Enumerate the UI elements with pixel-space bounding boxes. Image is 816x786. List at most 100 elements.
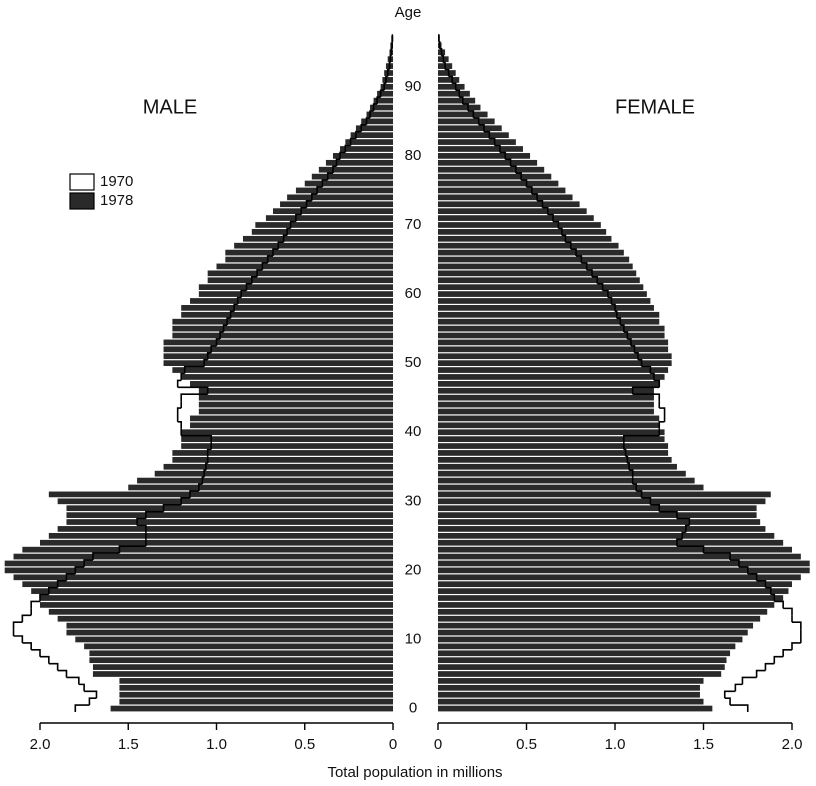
bar-1978 bbox=[172, 367, 393, 373]
outline-1970 bbox=[773, 655, 784, 664]
outline-1970 bbox=[615, 310, 618, 319]
outline-1970 bbox=[78, 683, 85, 692]
outline-1970 bbox=[561, 234, 567, 243]
bar-1978 bbox=[438, 118, 495, 125]
bar-1978 bbox=[438, 539, 784, 546]
outline-1970 bbox=[48, 662, 59, 671]
outline-1970 bbox=[455, 89, 461, 98]
outline-1970 bbox=[494, 144, 501, 153]
bar-1978 bbox=[438, 263, 633, 270]
outline-1970 bbox=[206, 448, 212, 457]
bar-1978 bbox=[438, 332, 665, 339]
outline-1970 bbox=[547, 213, 554, 222]
outline-1970 bbox=[176, 379, 182, 388]
outline-1970 bbox=[21, 614, 32, 623]
bar-1978 bbox=[287, 194, 393, 201]
bar-1978 bbox=[40, 595, 393, 601]
bar-1978 bbox=[75, 636, 394, 643]
bar-1978 bbox=[438, 305, 654, 311]
outline-1970 bbox=[452, 82, 457, 91]
outline-1970 bbox=[484, 130, 491, 139]
bar-1978 bbox=[438, 125, 502, 132]
bar-1978 bbox=[340, 146, 393, 152]
bar-1978 bbox=[438, 443, 669, 449]
bar-1978 bbox=[438, 139, 516, 145]
outline-1970 bbox=[570, 248, 577, 257]
outline-1970 bbox=[634, 351, 639, 360]
bar-1978 bbox=[438, 215, 594, 221]
bar-1978 bbox=[438, 201, 580, 208]
outline-1970 bbox=[542, 206, 549, 215]
outline-1970 bbox=[272, 248, 279, 257]
bar-1978 bbox=[198, 291, 393, 297]
outline-1970 bbox=[443, 61, 446, 70]
outline-1970 bbox=[625, 455, 629, 464]
outline-1970 bbox=[723, 690, 736, 699]
outline-1970 bbox=[537, 199, 544, 208]
bar-1978 bbox=[438, 532, 775, 539]
y-tick-label: 10 bbox=[405, 630, 422, 647]
bar-1978 bbox=[48, 532, 393, 539]
bar-1978 bbox=[89, 657, 394, 664]
bar-1978 bbox=[438, 512, 757, 518]
outline-1970 bbox=[57, 669, 68, 678]
bar-1978 bbox=[384, 70, 393, 76]
bar-1978 bbox=[438, 97, 476, 104]
bar-1978 bbox=[438, 463, 677, 470]
outline-1970 bbox=[118, 545, 146, 554]
bar-1978 bbox=[438, 208, 587, 215]
bar-1978 bbox=[181, 429, 393, 436]
bar-1978 bbox=[438, 671, 722, 677]
outline-1970 bbox=[499, 151, 507, 160]
bar-1978 bbox=[84, 643, 393, 650]
bar-1978 bbox=[242, 235, 393, 242]
bar-1978 bbox=[438, 615, 761, 622]
y-tick-label: 80 bbox=[405, 147, 422, 164]
outline-1970 bbox=[22, 642, 32, 650]
outline-1970 bbox=[65, 573, 76, 581]
y-tick-label: 30 bbox=[405, 492, 422, 509]
outline-1970 bbox=[659, 510, 678, 519]
outline-1970 bbox=[641, 365, 652, 374]
bar-1978 bbox=[438, 498, 766, 505]
outline-1970 bbox=[553, 220, 560, 229]
bar-1978 bbox=[48, 608, 393, 615]
outline-1970 bbox=[145, 510, 164, 519]
bar-1978 bbox=[438, 588, 789, 594]
outline-1970 bbox=[385, 75, 388, 84]
bar-1978 bbox=[181, 436, 393, 442]
bar-1978 bbox=[66, 505, 393, 512]
outline-1970 bbox=[56, 579, 67, 588]
outline-1970 bbox=[462, 103, 469, 111]
outline-1970 bbox=[638, 358, 643, 367]
bar-1978 bbox=[438, 450, 669, 456]
bar-1978 bbox=[438, 325, 665, 332]
bar-1978 bbox=[255, 222, 393, 228]
outline-1970 bbox=[531, 193, 538, 201]
outline-1970 bbox=[305, 199, 312, 208]
outline-1970 bbox=[676, 538, 683, 547]
outline-1970 bbox=[376, 96, 381, 105]
bar-1978 bbox=[119, 698, 394, 705]
outline-1970 bbox=[724, 697, 731, 706]
outline-1970 bbox=[616, 317, 622, 326]
outline-1970 bbox=[206, 351, 212, 360]
x-tick-label: 0 bbox=[389, 736, 397, 753]
outline-1970 bbox=[349, 137, 356, 146]
bar-1978 bbox=[311, 173, 393, 180]
bar-1978 bbox=[370, 104, 393, 111]
bar-1978 bbox=[438, 546, 792, 553]
bar-1978 bbox=[181, 305, 393, 311]
legend-label: 1970 bbox=[100, 173, 133, 190]
bar-1978 bbox=[438, 491, 771, 498]
bar-1978 bbox=[438, 311, 660, 318]
bar-1978 bbox=[355, 125, 393, 132]
bar-1978 bbox=[438, 581, 792, 588]
y-tick-label: 0 bbox=[409, 700, 417, 717]
bar-1978 bbox=[181, 374, 393, 380]
outline-1970 bbox=[586, 269, 593, 277]
bar-1978 bbox=[438, 664, 725, 670]
bar-1978 bbox=[438, 132, 509, 139]
bar-1978 bbox=[438, 602, 775, 608]
outline-1970 bbox=[30, 600, 40, 609]
